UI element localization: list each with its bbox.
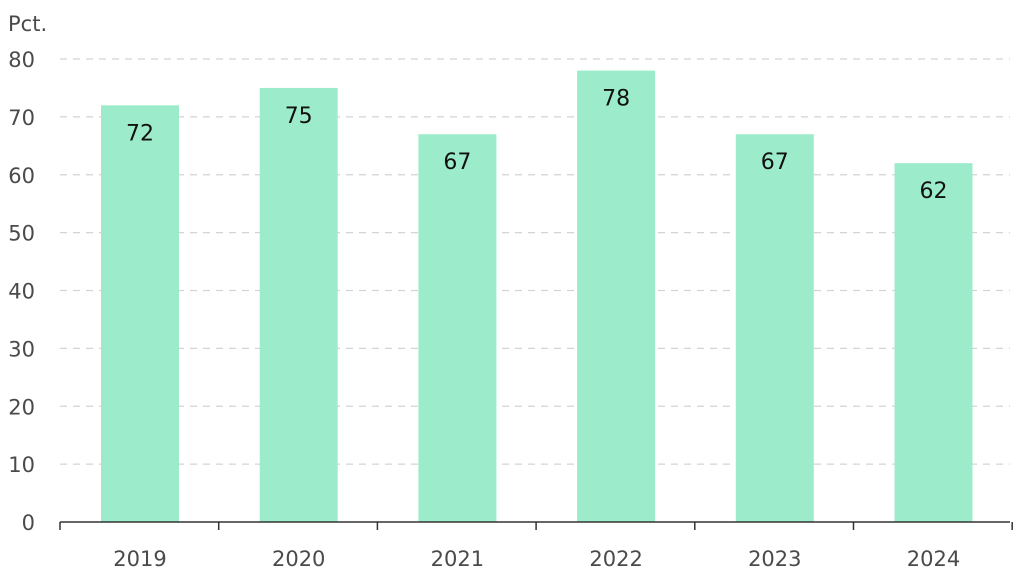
y-tick-label: 20 (8, 395, 35, 419)
y-axis-tick-labels: 0 10 20 30 40 50 60 70 80 (8, 48, 35, 535)
x-axis-tick-labels: 2019 2020 2021 2022 2023 2024 (113, 547, 960, 571)
y-tick-label: 80 (8, 48, 35, 72)
gridlines (60, 58, 1010, 465)
x-tick-label: 2022 (589, 547, 642, 571)
x-tick-label: 2019 (113, 547, 166, 571)
y-tick-label: 70 (8, 106, 35, 130)
bar-2023 (735, 134, 814, 523)
x-tick-label: 2021 (431, 547, 484, 571)
y-tick-label: 60 (8, 164, 35, 188)
bar-value-labels: 72 75 67 78 67 62 (126, 87, 948, 205)
x-tick-label: 2024 (907, 547, 960, 571)
bar-value-label: 67 (761, 150, 789, 175)
y-axis-unit-label: Pct. (8, 12, 47, 36)
x-axis (59, 521, 1013, 530)
bar-value-label: 72 (126, 121, 154, 146)
y-tick-label: 10 (8, 453, 35, 477)
bar-2021 (418, 134, 497, 523)
bar-value-label: 62 (920, 179, 948, 204)
bar-2022 (577, 70, 656, 522)
bar-value-label: 78 (602, 87, 630, 112)
bar-value-label: 75 (285, 104, 313, 129)
bar-value-label: 67 (443, 150, 471, 175)
bar-2019 (101, 105, 179, 523)
x-tick-label: 2020 (272, 547, 325, 571)
bar-2024 (894, 163, 973, 523)
bars (101, 70, 973, 523)
x-tick-label: 2023 (748, 547, 801, 571)
y-tick-label: 30 (8, 337, 35, 361)
y-tick-label: 0 (22, 511, 35, 535)
y-tick-label: 50 (8, 222, 35, 246)
bar-2020 (259, 87, 338, 522)
y-tick-label: 40 (8, 280, 35, 304)
